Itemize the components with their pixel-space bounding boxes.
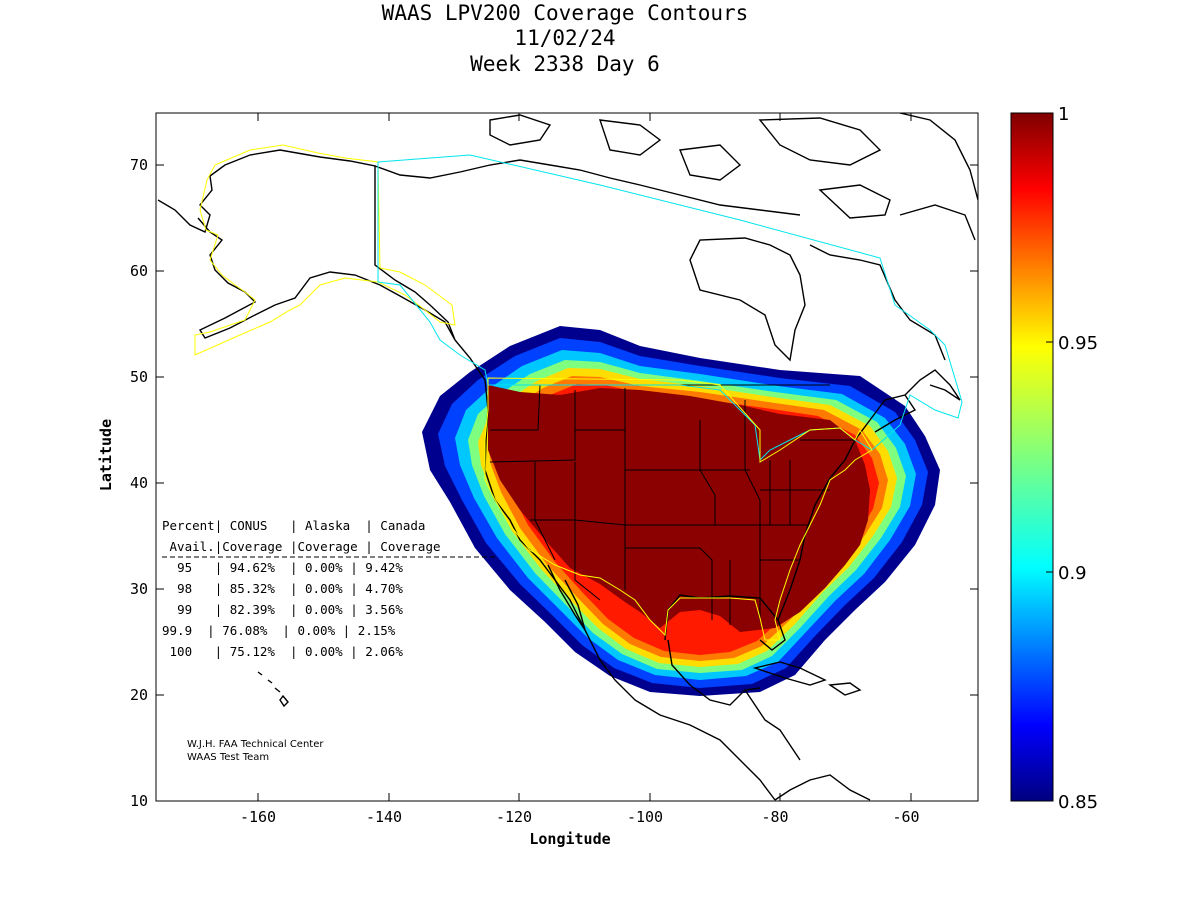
table-row: 99.9 | 76.08% | 0.00% | 2.15% xyxy=(162,623,396,638)
table-header-row-1: Percent| CONUS | Alaska | Canada xyxy=(162,518,425,533)
x-tick-label: -140 xyxy=(366,808,402,826)
coastline-arctic-islands-1 xyxy=(489,114,552,146)
y-tick-label: 20 xyxy=(130,686,148,704)
table-row: 95 | 94.62% | 0.00% | 9.42% xyxy=(162,560,403,575)
contour-100 xyxy=(488,385,870,632)
x-tick-label: -60 xyxy=(892,808,919,826)
coastline-hispaniola xyxy=(827,682,862,696)
y-tick-label: 30 xyxy=(130,580,148,598)
y-axis xyxy=(156,164,978,802)
x-axis-label: Longitude xyxy=(529,830,610,848)
plot-frame xyxy=(155,112,979,802)
table-row: 98 | 85.32% | 0.00% | 4.70% xyxy=(162,581,403,596)
y-axis-label: Latitude xyxy=(97,419,115,491)
title-line-3: Week 2338 Day 6 xyxy=(470,52,660,76)
coastline-greenland xyxy=(899,113,978,201)
coastline-cuba xyxy=(752,661,827,686)
colorbar-ticks xyxy=(1046,112,1053,802)
map-layer xyxy=(157,113,978,801)
colorbar-tick-label: 0.9 xyxy=(1058,563,1087,584)
coastline-east xyxy=(777,394,917,621)
coverage-table: Percent| CONUS | Alaska | Canada Avail.|… xyxy=(162,518,495,659)
colorbar-tick-label: 0.85 xyxy=(1058,792,1098,813)
coverage-contours xyxy=(422,326,940,696)
coastline-gulf xyxy=(664,594,786,651)
x-tick-label: -120 xyxy=(496,808,532,826)
coastline-hawaii xyxy=(257,671,289,708)
y-tick-label: 70 xyxy=(130,156,148,174)
coastline-central-america xyxy=(774,774,871,801)
title-line-1: WAAS LPV200 Coverage Contours xyxy=(382,1,749,25)
x-tick-label: -100 xyxy=(627,808,663,826)
colorbar-tick-label: 1 xyxy=(1058,104,1069,125)
region-boundaries xyxy=(194,144,963,641)
colorbar-tick-label: 0.95 xyxy=(1058,333,1098,354)
coastline-arctic-islands-5 xyxy=(818,184,891,219)
coastline-labrador xyxy=(809,244,946,361)
y-tick-label: 10 xyxy=(130,792,148,810)
table-row: 99 | 82.39% | 0.00% | 3.56% xyxy=(162,602,403,617)
y-tick-label: 60 xyxy=(130,262,148,280)
colorbar xyxy=(1010,112,1054,802)
coastline-arctic-islands-4 xyxy=(758,117,882,166)
x-tick-label: -80 xyxy=(761,808,788,826)
title-line-2: 11/02/24 xyxy=(514,26,615,50)
coastline-arctic-north xyxy=(374,159,801,216)
y-tick-label: 40 xyxy=(130,474,148,492)
coastline-hudson-bay xyxy=(689,237,806,362)
table-header-row-2: Avail.|Coverage |Coverage | Coverage xyxy=(162,539,441,554)
x-tick-label: -160 xyxy=(240,808,276,826)
coastline-yucatan xyxy=(744,689,801,761)
x-axis xyxy=(257,113,912,801)
credit-line-1: W.J.H. FAA Technical Center xyxy=(187,739,324,750)
state-lines xyxy=(488,384,855,625)
table-row: 100 | 75.12% | 0.00% | 2.06% xyxy=(162,644,403,659)
y-tick-label: 50 xyxy=(130,368,148,386)
coastline-baja xyxy=(547,564,586,631)
conus-boundary xyxy=(484,377,873,641)
coastline-alaska xyxy=(157,149,456,341)
coastline-baffin xyxy=(899,204,976,241)
credit-line-2: WAAS Test Team xyxy=(187,752,269,763)
coastline-arctic-islands-3 xyxy=(679,144,742,181)
coastline-canada-east xyxy=(904,369,961,401)
coastline-arctic-islands-2 xyxy=(598,119,662,156)
